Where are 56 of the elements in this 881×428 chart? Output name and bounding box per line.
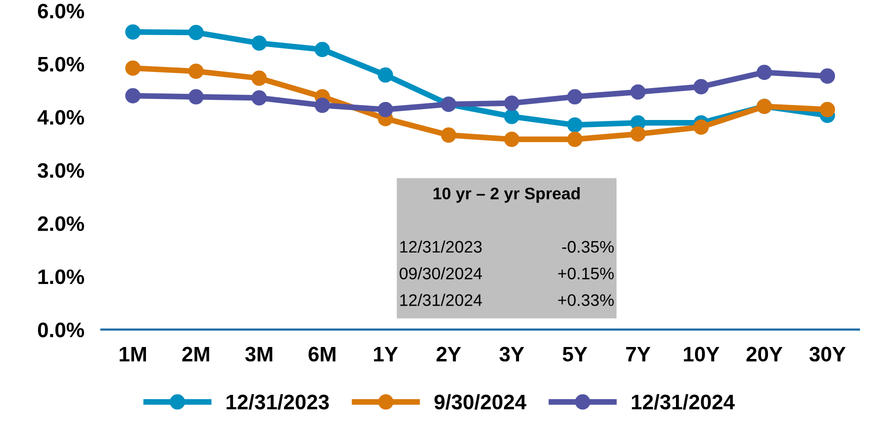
x-tick-label: 7Y bbox=[626, 346, 650, 362]
point bbox=[440, 127, 456, 143]
point bbox=[756, 64, 772, 80]
point bbox=[188, 89, 204, 104]
point bbox=[504, 96, 520, 111]
point bbox=[314, 98, 330, 113]
x-tick-label: 10Y bbox=[684, 346, 720, 362]
point bbox=[693, 79, 709, 94]
x-tick-label: 6M bbox=[308, 346, 336, 362]
point bbox=[693, 119, 709, 135]
y-tick-label: 5.0% bbox=[38, 56, 84, 72]
annotation: +0.33% bbox=[558, 294, 614, 306]
x-tick-label: 5Y bbox=[562, 346, 588, 362]
point bbox=[252, 90, 267, 106]
point bbox=[820, 102, 836, 118]
point bbox=[630, 84, 646, 100]
point bbox=[504, 108, 520, 124]
point bbox=[252, 70, 267, 86]
y-tick-label: 4.0% bbox=[37, 110, 84, 125]
x-tick-label: 2Y bbox=[436, 346, 461, 362]
y-tick-label: 1.0% bbox=[38, 269, 84, 284]
legend-label: 12/31/2023 bbox=[226, 394, 329, 410]
y-tick-label: 6.0% bbox=[38, 4, 84, 18]
annotation: 12/31/2024 bbox=[400, 294, 482, 306]
x-tick-label: 1Y bbox=[374, 346, 398, 362]
point bbox=[125, 60, 141, 76]
x-tick-label: 30Y bbox=[809, 346, 846, 362]
point bbox=[630, 126, 646, 142]
point bbox=[125, 24, 141, 40]
point bbox=[567, 117, 582, 133]
legend-label: 9/30/2024 bbox=[434, 394, 526, 410]
legend-label: 12/31/2024 bbox=[632, 394, 735, 410]
point bbox=[378, 102, 394, 118]
y-tick-label: 3.0% bbox=[38, 163, 84, 178]
x-tick-label: 20Y bbox=[746, 346, 782, 362]
point bbox=[314, 42, 330, 58]
point bbox=[188, 24, 204, 40]
annotation: 09/30/2024 bbox=[400, 267, 482, 280]
point bbox=[125, 88, 141, 104]
point bbox=[252, 35, 267, 51]
annotation: 10 yr – 2 yr Spread bbox=[434, 187, 580, 203]
point bbox=[567, 132, 582, 147]
y-tick-label: 2.0% bbox=[38, 216, 84, 232]
point bbox=[567, 89, 582, 104]
y-tick-label: 0.0% bbox=[38, 322, 84, 338]
annotation: -0.35% bbox=[562, 240, 614, 253]
x-tick-label: 3M bbox=[245, 346, 272, 362]
point bbox=[378, 67, 394, 83]
annotation: +0.15% bbox=[558, 268, 614, 280]
point bbox=[820, 68, 836, 84]
annotation: 12/31/2023 bbox=[400, 240, 482, 253]
x-tick-label: 3Y bbox=[499, 346, 524, 362]
point bbox=[504, 132, 520, 147]
point bbox=[188, 64, 204, 79]
x-tick-label: 2M bbox=[182, 346, 210, 362]
x-tick-label: 1M bbox=[120, 346, 146, 362]
